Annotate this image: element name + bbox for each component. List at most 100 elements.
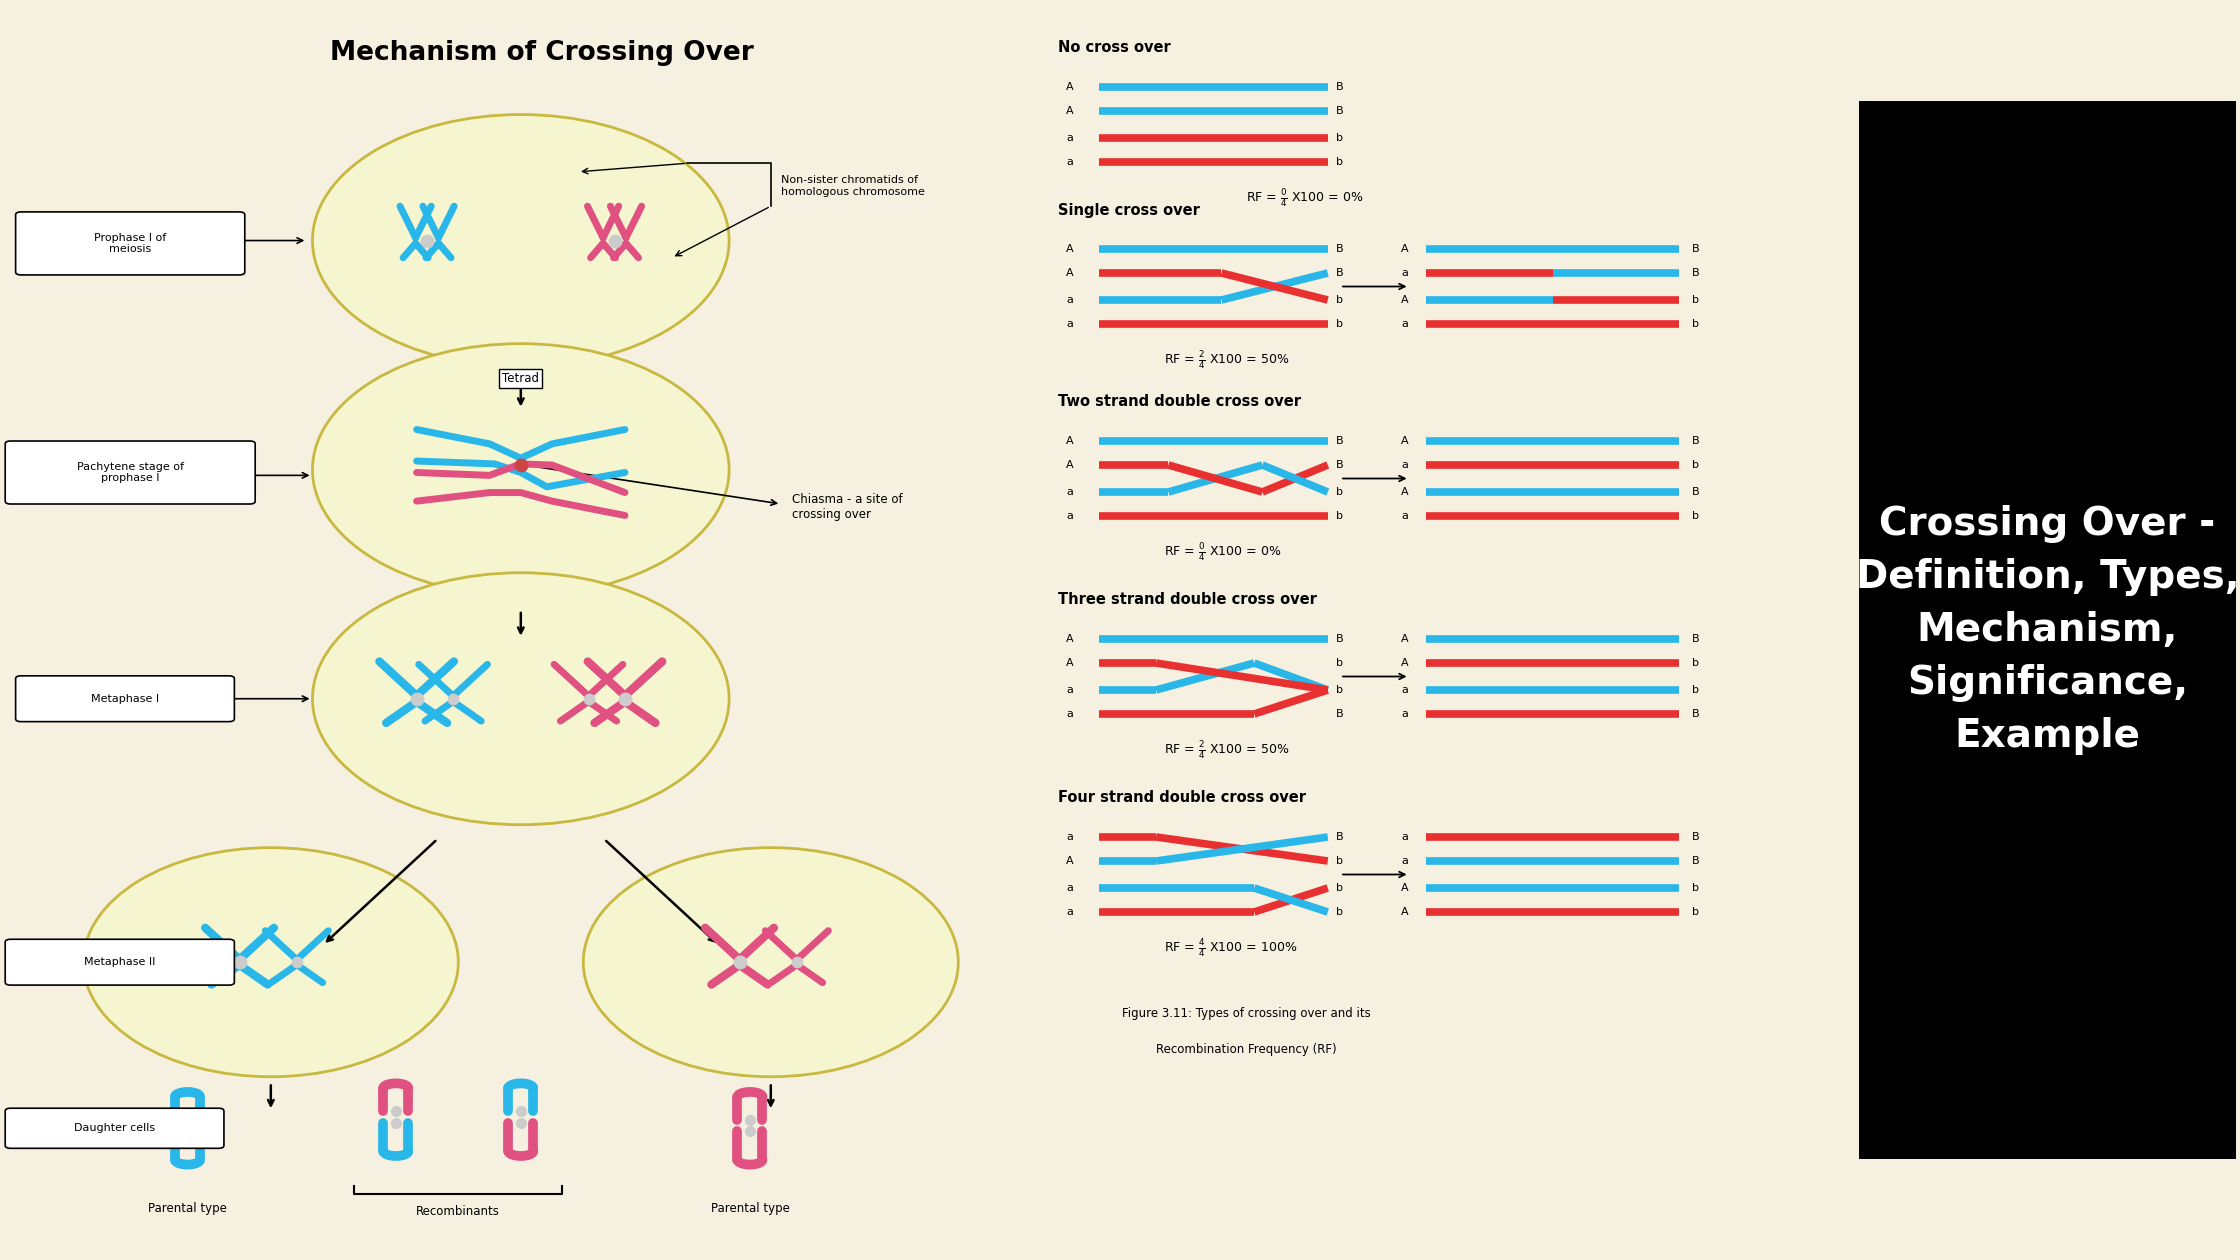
Text: B: B [1335,634,1344,644]
Ellipse shape [314,115,730,367]
Text: b: b [1691,685,1698,696]
Text: B: B [1691,634,1700,644]
Text: b: b [1335,134,1344,142]
Text: Metaphase II: Metaphase II [85,958,155,968]
Text: Single cross over: Single cross over [1057,203,1201,218]
Text: b: b [1335,658,1344,668]
Text: A: A [1066,82,1073,92]
Text: B: B [1335,106,1344,116]
Text: a: a [1402,319,1409,329]
Text: A: A [1066,856,1073,866]
Text: B: B [1691,488,1700,496]
Text: a: a [1066,158,1073,168]
Text: b: b [1335,295,1344,305]
Text: Two strand double cross over: Two strand double cross over [1057,394,1301,410]
Text: B: B [1335,244,1344,255]
Text: Pachytene stage of
prophase I: Pachytene stage of prophase I [76,461,184,484]
Text: b: b [1335,319,1344,329]
Text: a: a [1066,685,1073,696]
Text: b: b [1691,295,1698,305]
Text: Figure 3.11: Types of crossing over and its: Figure 3.11: Types of crossing over and … [1122,1008,1371,1021]
Text: b: b [1335,856,1344,866]
Text: a: a [1402,460,1409,470]
Text: a: a [1066,134,1073,142]
Text: A: A [1402,436,1409,446]
Text: a: a [1066,907,1073,917]
Text: A: A [1402,634,1409,644]
FancyBboxPatch shape [4,441,255,504]
Text: b: b [1335,158,1344,168]
Text: Tetrad: Tetrad [502,372,540,386]
Text: a: a [1402,856,1409,866]
Text: Three strand double cross over: Three strand double cross over [1057,592,1317,607]
FancyBboxPatch shape [16,212,244,275]
Text: a: a [1066,709,1073,719]
Text: No cross over: No cross over [1057,40,1172,55]
Text: RF = $\frac{2}{4}$ X100 = 50%: RF = $\frac{2}{4}$ X100 = 50% [1165,349,1290,370]
Text: a: a [1402,268,1409,278]
Text: RF = $\frac{0}{4}$ X100 = 0%: RF = $\frac{0}{4}$ X100 = 0% [1165,541,1281,563]
Text: B: B [1335,832,1344,842]
Text: Recombination Frequency (RF): Recombination Frequency (RF) [1156,1043,1337,1056]
Text: Metaphase I: Metaphase I [92,694,159,704]
Text: A: A [1402,658,1409,668]
Text: A: A [1066,460,1073,470]
FancyBboxPatch shape [1844,58,2240,1202]
Text: Non-sister chromatids of
homologous chromosome: Non-sister chromatids of homologous chro… [782,175,925,197]
Text: Mechanism of Crossing Over: Mechanism of Crossing Over [329,40,753,66]
Ellipse shape [83,848,459,1077]
Text: a: a [1066,319,1073,329]
Text: A: A [1402,488,1409,496]
Text: Parental type: Parental type [710,1202,788,1215]
Text: Daughter cells: Daughter cells [74,1123,155,1133]
FancyBboxPatch shape [4,1109,224,1148]
Text: B: B [1691,436,1700,446]
Text: B: B [1691,856,1700,866]
Text: b: b [1691,883,1698,893]
Ellipse shape [582,848,959,1077]
Text: Four strand double cross over: Four strand double cross over [1057,790,1306,805]
Text: b: b [1691,460,1698,470]
Text: a: a [1066,295,1073,305]
Text: b: b [1691,512,1698,520]
Text: RF = $\frac{0}{4}$ X100 = 0%: RF = $\frac{0}{4}$ X100 = 0% [1245,186,1364,209]
Text: A: A [1066,268,1073,278]
Text: B: B [1335,268,1344,278]
Text: b: b [1335,907,1344,917]
Text: a: a [1066,488,1073,496]
Text: Recombinants: Recombinants [417,1205,500,1218]
Text: b: b [1335,488,1344,496]
FancyBboxPatch shape [16,675,235,722]
Text: Crossing Over -
Definition, Types,
Mechanism,
Significance,
Example: Crossing Over - Definition, Types, Mecha… [1855,505,2240,755]
Text: RF = $\frac{2}{4}$ X100 = 50%: RF = $\frac{2}{4}$ X100 = 50% [1165,740,1290,761]
Text: a: a [1402,709,1409,719]
Text: b: b [1335,883,1344,893]
Ellipse shape [314,344,730,596]
Text: a: a [1066,832,1073,842]
Text: B: B [1691,832,1700,842]
Text: b: b [1691,907,1698,917]
Text: B: B [1691,244,1700,255]
Text: A: A [1066,634,1073,644]
Text: a: a [1066,512,1073,520]
Text: b: b [1691,658,1698,668]
Text: A: A [1066,658,1073,668]
Text: B: B [1335,460,1344,470]
Text: b: b [1335,512,1344,520]
Ellipse shape [314,573,730,825]
Text: A: A [1066,244,1073,255]
Text: A: A [1402,244,1409,255]
Text: Prophase I of
meiosis: Prophase I of meiosis [94,233,166,255]
Text: A: A [1402,883,1409,893]
Text: b: b [1691,319,1698,329]
Text: B: B [1335,709,1344,719]
Text: B: B [1335,436,1344,446]
Text: a: a [1402,512,1409,520]
Text: B: B [1691,268,1700,278]
Text: A: A [1402,907,1409,917]
Text: Parental type: Parental type [148,1202,226,1215]
Text: a: a [1402,832,1409,842]
Text: B: B [1691,709,1700,719]
Text: RF = $\frac{4}{4}$ X100 = 100%: RF = $\frac{4}{4}$ X100 = 100% [1165,937,1297,959]
Text: b: b [1335,685,1344,696]
